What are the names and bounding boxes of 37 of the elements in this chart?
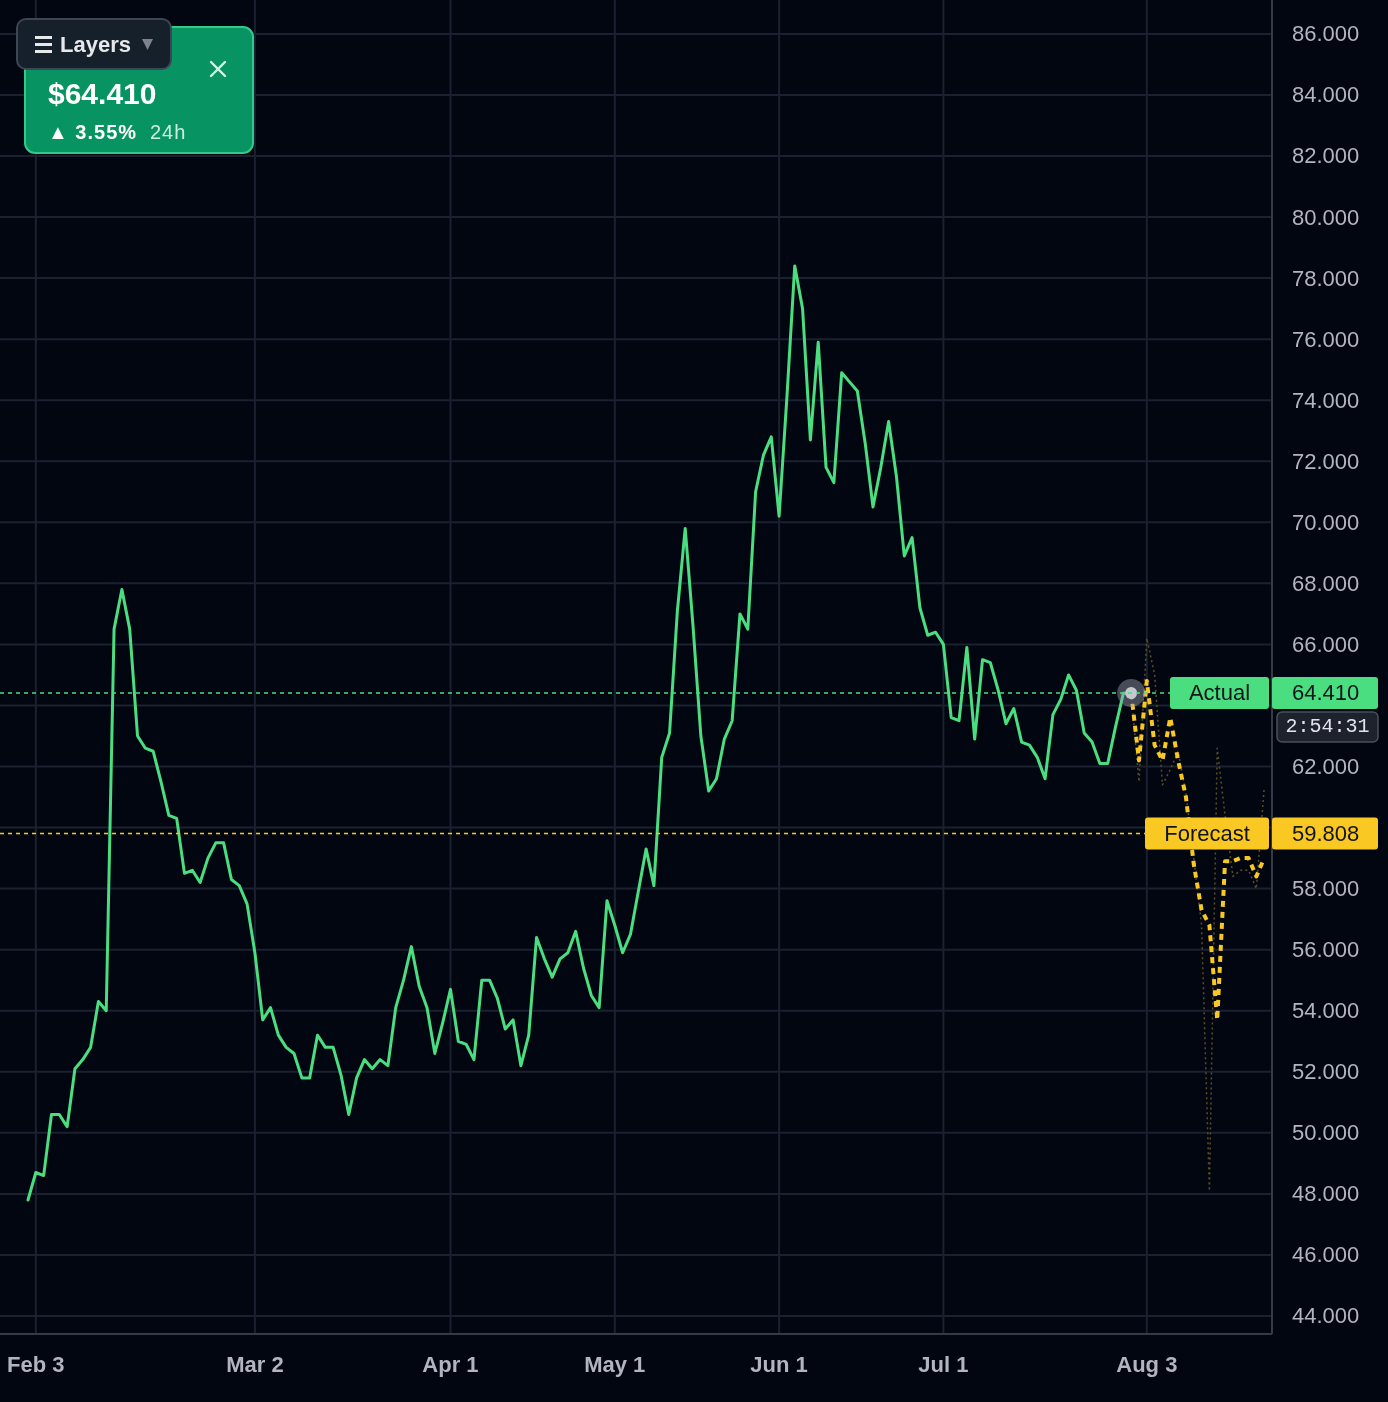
y-tick-label: 80.000	[1292, 204, 1360, 230]
x-tick-label: Feb 3	[7, 1351, 65, 1377]
x-tick-label: Jul 1	[918, 1351, 969, 1377]
y-tick-label: 74.000	[1292, 387, 1360, 413]
annotation: $64.410	[48, 77, 157, 110]
y-tick-label: 66.000	[1292, 631, 1360, 657]
y-tick-label: 58.000	[1292, 876, 1360, 902]
y-tick-label: 78.000	[1292, 265, 1360, 291]
y-tick-label: 76.000	[1292, 326, 1360, 352]
x-tick-label: Mar 2	[226, 1351, 284, 1377]
y-tick-label: 82.000	[1292, 143, 1360, 169]
y-tick-label: 48.000	[1292, 1181, 1360, 1207]
y-tick-label: 70.000	[1292, 509, 1360, 535]
y-tick-label: 64.410	[1292, 680, 1360, 706]
annotation: Layers	[60, 32, 131, 57]
annotation: 24h	[150, 121, 187, 143]
x-tick-label: Aug 3	[1116, 1351, 1178, 1377]
y-tick-label: 68.000	[1292, 570, 1360, 596]
x-tick-label: May 1	[584, 1351, 646, 1377]
y-tick-label: 46.000	[1292, 1242, 1360, 1268]
x-tick-label: Apr 1	[422, 1351, 479, 1377]
y-tick-label: 62.000	[1292, 754, 1360, 780]
y-tick-label: 54.000	[1292, 998, 1360, 1024]
y-tick-label: 56.000	[1292, 937, 1360, 963]
annotation: ▲ 3.55%	[48, 121, 138, 143]
text: 2:54:31	[1285, 715, 1370, 739]
y-tick-label: 44.000	[1292, 1303, 1360, 1329]
y-tick-label: 72.000	[1292, 448, 1360, 474]
ref-line-label: Actual	[1188, 680, 1251, 706]
ref-line-label: Forecast	[1164, 820, 1250, 846]
y-tick-label: 84.000	[1292, 82, 1360, 108]
layers-button: Layers	[16, 18, 172, 70]
y-tick-label: 50.000	[1292, 1120, 1360, 1146]
y-tick-label: 59.808	[1292, 820, 1360, 846]
y-tick-label: 52.000	[1292, 1059, 1360, 1085]
x-tick-label: Jun 1	[750, 1351, 808, 1377]
y-tick-label: 86.000	[1292, 21, 1360, 47]
